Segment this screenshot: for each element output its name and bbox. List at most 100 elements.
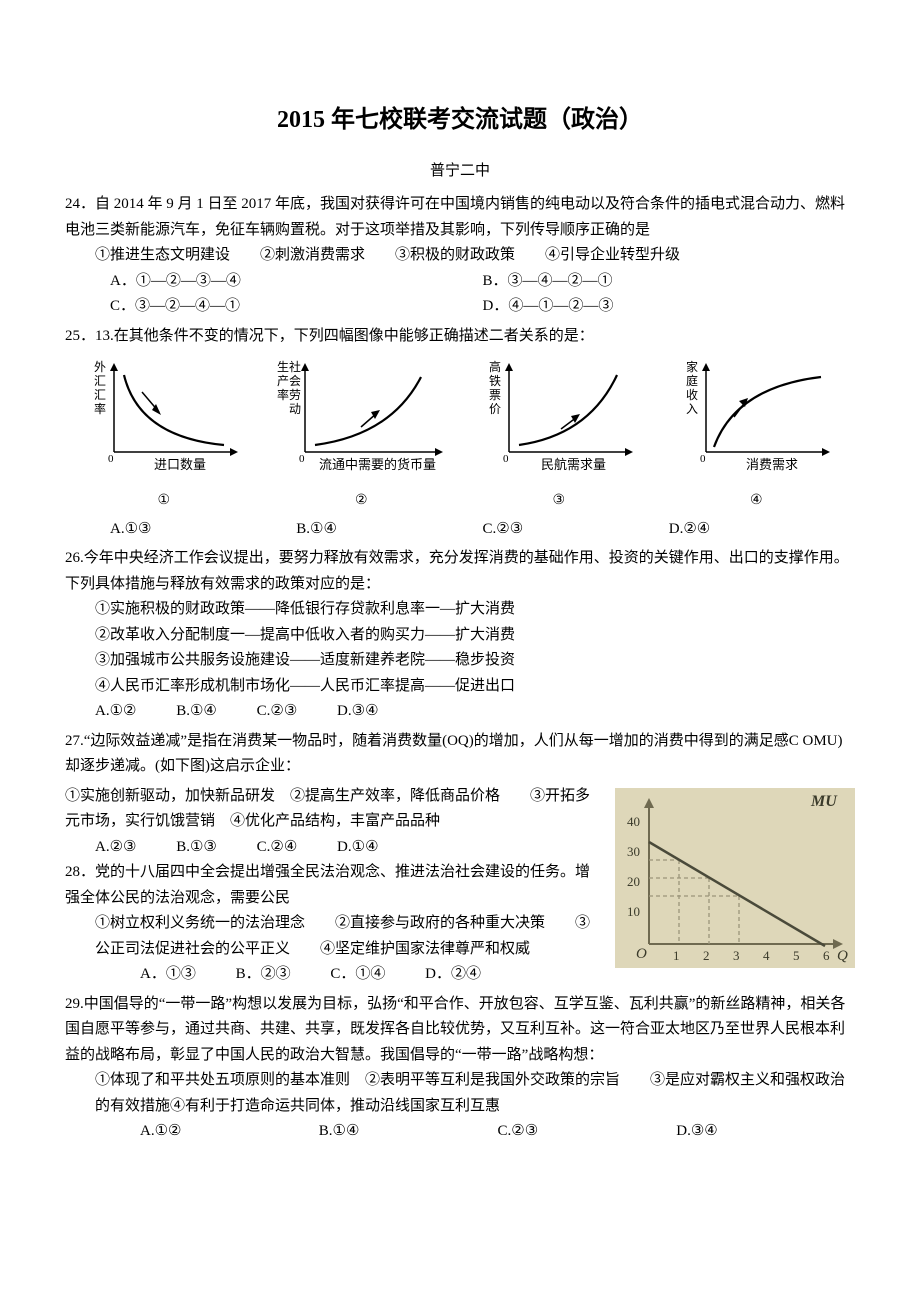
chart-4-xlabel: 消费需求 — [746, 457, 798, 472]
q29-opt-a: A.①② — [140, 1119, 319, 1145]
chart-2-yl3: 率 — [277, 387, 289, 402]
chart-2-yl2b: 会 — [289, 374, 301, 388]
chart-2-yl3b: 劳 — [289, 388, 301, 402]
q28-opt-b: B．②③ — [236, 966, 291, 982]
q25-opt-d: D.②④ — [669, 517, 855, 543]
chart-1-yl3: 汇 — [94, 388, 106, 402]
q25-opt-b: B.①④ — [296, 517, 482, 543]
mu-xt-4: 4 — [763, 948, 770, 963]
question-29: 29.中国倡导的“一带一路”构想以发展为目标，弘扬“和平合作、开放包容、互学互鉴… — [65, 992, 855, 1145]
q27-opt-c: C.②④ — [257, 839, 298, 855]
q28-opt-c: C．①④ — [330, 966, 385, 982]
q24-options: A．①—②—③—④ B．③—④—②—① C．③—②—④—① D．④—①—②—③ — [65, 269, 855, 320]
q24-opt-d: D．④—①—②—③ — [483, 294, 856, 320]
question-27: 27.“边际效益递减”是指在消费某一物品时，随着消费数量(OQ)的增加，人们从每… — [65, 729, 855, 780]
q26-options: A.①② B.①④ C.②③ D.③④ — [65, 699, 855, 725]
q24-opt-a: A．①—②—③—④ — [110, 269, 483, 295]
q29-options: A.①② B.①④ C.②③ D.③④ — [65, 1119, 855, 1145]
chart-4-svg: 家 庭 收 入 0 消费需求 — [676, 357, 836, 477]
mu-origin: O — [636, 946, 647, 962]
mu-xt-5: 5 — [793, 948, 800, 963]
chart-4-yl2: 庭 — [686, 373, 698, 388]
question-24: 24．自 2014 年 9 月 1 日至 2017 年底，我国对获得许可在中国境… — [65, 192, 855, 320]
chart-2: 生 社 产 会 率 劳 动 0 流通中需要的货币量 ② — [263, 357, 461, 512]
chart-1-num: ① — [65, 489, 263, 513]
chart-3-yl1: 高 — [489, 359, 501, 374]
q29-opt-c: C.②③ — [498, 1119, 677, 1145]
mu-xt-1: 1 — [673, 948, 680, 963]
chart-2-yl1: 生 — [277, 360, 289, 374]
q26-stem: 26.今年中央经济工作会议提出，要努力释放有效需求，充分发挥消费的基础作用、投资… — [65, 546, 855, 597]
chart-3-svg: 高 铁 票 价 0 民航需求量 — [479, 357, 639, 477]
q27-q28-block: 27.“边际效益递减”是指在消费某一物品时，随着消费数量(OQ)的增加，人们从每… — [65, 729, 855, 992]
q25-opt-c: C.②③ — [483, 517, 669, 543]
q25-stem: 25．13.在其他条件不变的情况下，下列四幅图像中能够正确描述二者关系的是： — [65, 324, 855, 350]
q25-charts: 外 汇 汇 率 0 进口数量 ① 生 社 产 会 率 — [65, 357, 855, 512]
q26-opt-d: D.③④ — [337, 703, 378, 719]
q28-opt-d: D．②④ — [425, 966, 481, 982]
chart-2-num: ② — [263, 489, 461, 513]
chart-2-svg: 生 社 产 会 率 劳 动 0 流通中需要的货币量 — [271, 357, 451, 477]
q26-opt-a: A.①② — [95, 703, 136, 719]
mu-yt-30: 30 — [627, 844, 640, 859]
page-title: 2015 年七校联考交流试题（政治） — [65, 100, 855, 141]
chart-3-yl2: 铁 — [489, 374, 501, 388]
chart-3-yl3: 票 — [489, 388, 501, 402]
q29-opt-b: B.①④ — [319, 1119, 498, 1145]
mu-yt-20: 20 — [627, 874, 640, 889]
question-25: 25．13.在其他条件不变的情况下，下列四幅图像中能够正确描述二者关系的是： 外… — [65, 324, 855, 542]
chart-3-yl4: 价 — [489, 402, 501, 416]
chart-1-origin: 0 — [108, 453, 114, 465]
chart-3: 高 铁 票 价 0 民航需求量 ③ — [460, 357, 658, 512]
chart-1-yl2: 汇 — [94, 374, 106, 388]
mu-xt-3: 3 — [733, 948, 740, 963]
chart-3-xlabel: 民航需求量 — [541, 457, 606, 472]
mu-chart: MU 40 30 20 10 1 2 3 4 5 6 O Q — [615, 788, 855, 978]
mu-chart-svg: MU 40 30 20 10 1 2 3 4 5 6 O Q — [615, 788, 855, 968]
question-26: 26.今年中央经济工作会议提出，要努力释放有效需求，充分发挥消费的基础作用、投资… — [65, 546, 855, 725]
chart-3-num: ③ — [460, 489, 658, 513]
q26-opt-c: C.②③ — [257, 703, 298, 719]
chart-2-xlabel: 流通中需要的货币量 — [319, 457, 436, 472]
q26-l3: ③加强城市公共服务设施建设——适度新建养老院——稳步投资 — [65, 648, 855, 674]
q24-opt-c: C．③—②—④—① — [110, 294, 483, 320]
q29-stem: 29.中国倡导的“一带一路”构想以发展为目标，弘扬“和平合作、开放包容、互学互鉴… — [65, 992, 855, 1069]
q27-opt-d: D.①④ — [337, 839, 378, 855]
mu-yt-10: 10 — [627, 904, 640, 919]
chart-3-origin: 0 — [503, 453, 509, 465]
q29-opt-d: D.③④ — [676, 1119, 855, 1145]
page-subtitle: 普宁二中 — [65, 159, 855, 185]
chart-2-yl2: 产 — [277, 374, 289, 388]
q24-items: ①推进生态文明建设 ②刺激消费需求 ③积极的财政政策 ④引导企业转型升级 — [65, 243, 855, 269]
q29-body: ①体现了和平共处五项原则的基本准则 ②表明平等互利是我国外交政策的宗旨 ③是应对… — [65, 1068, 855, 1119]
chart-1-yl1: 外 — [94, 360, 106, 374]
chart-1-xlabel: 进口数量 — [154, 457, 206, 472]
mu-xt-6: 6 — [823, 948, 830, 963]
chart-4: 家 庭 收 入 0 消费需求 ④ — [658, 357, 856, 512]
mu-ylabel: MU — [810, 793, 838, 810]
chart-2-yl4b: 动 — [289, 402, 301, 416]
q26-l4: ④人民币汇率形成机制市场化——人民币汇率提高——促进出口 — [65, 674, 855, 700]
mu-xlabel: Q — [837, 948, 848, 964]
chart-4-yl4: 入 — [686, 402, 698, 416]
q24-stem: 24．自 2014 年 9 月 1 日至 2017 年底，我国对获得许可在中国境… — [65, 192, 855, 243]
q26-l1: ①实施积极的财政政策——降低银行存贷款利息率一—扩大消费 — [65, 597, 855, 623]
mu-xt-2: 2 — [703, 948, 710, 963]
chart-1-svg: 外 汇 汇 率 0 进口数量 — [84, 357, 244, 477]
q26-l2: ②改革收入分配制度一—提高中低收入者的购买力——扩大消费 — [65, 623, 855, 649]
q25-options: A.①③ B.①④ C.②③ D.②④ — [65, 517, 855, 543]
q24-opt-b: B．③—④—②—① — [483, 269, 856, 295]
q26-opt-b: B.①④ — [176, 703, 217, 719]
q25-opt-a: A.①③ — [110, 517, 296, 543]
q27-opt-b: B.①③ — [176, 839, 217, 855]
chart-4-yl1: 家 — [686, 359, 698, 374]
mu-yt-40: 40 — [627, 814, 640, 829]
chart-2-yl1b: 社 — [289, 359, 301, 374]
chart-1: 外 汇 汇 率 0 进口数量 ① — [65, 357, 263, 512]
q27-stem: 27.“边际效益递减”是指在消费某一物品时，随着消费数量(OQ)的增加，人们从每… — [65, 729, 855, 780]
chart-4-num: ④ — [658, 489, 856, 513]
q27-opt-a: A.②③ — [95, 839, 136, 855]
q28-opt-a: A．①③ — [140, 966, 196, 982]
chart-2-origin: 0 — [299, 453, 305, 465]
chart-4-yl3: 收 — [686, 388, 698, 402]
